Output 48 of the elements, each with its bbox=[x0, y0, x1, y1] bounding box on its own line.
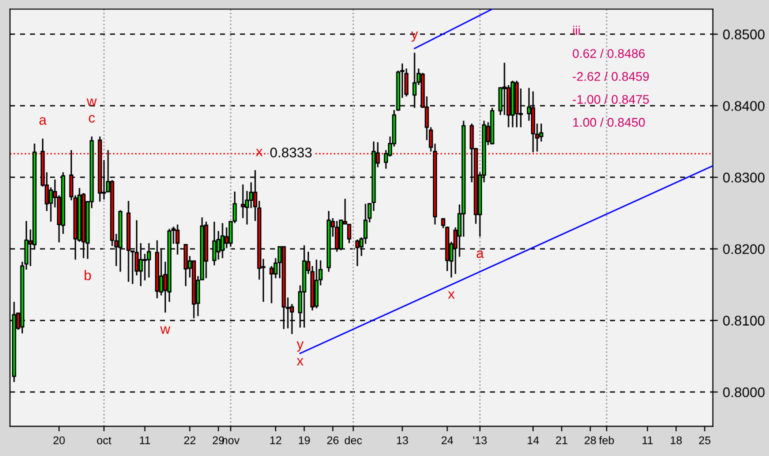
y-tick-label: 0.8100 bbox=[723, 316, 765, 326]
candlestick bbox=[347, 224, 352, 244]
x-tick-label: 22 bbox=[184, 436, 196, 444]
annotation: y bbox=[411, 31, 418, 42]
x-tick-label: 12 bbox=[270, 436, 282, 444]
annotation: x bbox=[296, 358, 304, 366]
candlestick bbox=[269, 265, 274, 304]
y-tick-label: 0.8200 bbox=[723, 244, 765, 254]
annotation: iii bbox=[573, 26, 580, 35]
annotation: x bbox=[256, 148, 263, 156]
candlestick bbox=[404, 68, 408, 98]
candlestick bbox=[175, 224, 180, 256]
x-tick-label: dec bbox=[344, 436, 362, 444]
x-tick-label: '13 bbox=[473, 436, 487, 444]
x-tick-label: 20 bbox=[53, 436, 65, 444]
x-tick-label: 19 bbox=[298, 436, 310, 444]
x-tick-label: 18 bbox=[670, 436, 682, 444]
x-tick-label: 11 bbox=[642, 436, 653, 444]
annotation: w bbox=[86, 98, 97, 106]
annotation: 0.62 / 0.8486 bbox=[572, 48, 645, 58]
y-tick-label: 0.8300 bbox=[723, 172, 765, 182]
x-tick-label: 25 bbox=[699, 436, 710, 444]
annotation: a bbox=[39, 117, 47, 125]
annotation: c bbox=[88, 115, 95, 123]
x-tick-label: 11 bbox=[140, 436, 150, 444]
x-tick-label: nov bbox=[222, 438, 240, 444]
x-tick-label: 26 bbox=[327, 436, 339, 444]
y-tick-label: 0.8400 bbox=[723, 101, 765, 111]
annotation: -2.62 / 0.8459 bbox=[572, 72, 649, 81]
annotation: y bbox=[296, 341, 304, 352]
annotation: 1.00 / 0.8450 bbox=[573, 118, 645, 127]
x-tick-label: 29 bbox=[212, 436, 224, 444]
candlestick bbox=[240, 184, 245, 219]
x-tick-label: 14 bbox=[528, 436, 539, 444]
x-tick-label: feb bbox=[599, 436, 614, 444]
annotation: a bbox=[476, 250, 484, 258]
annotation: w bbox=[160, 326, 170, 334]
x-tick-label: 24 bbox=[442, 436, 454, 444]
annotation: b bbox=[84, 270, 91, 280]
annotation: -1.00 / 0.8475 bbox=[572, 94, 649, 104]
x-tick-label: 13 bbox=[396, 436, 408, 444]
x-tick-label: 28 bbox=[584, 436, 596, 444]
y-tick-label: 0.8500 bbox=[723, 30, 765, 40]
x-tick-label: oct bbox=[97, 436, 112, 444]
x-tick-label: 21 bbox=[556, 436, 568, 444]
annotation: x bbox=[448, 291, 455, 299]
ref-line-label: 0.8333 bbox=[270, 148, 312, 158]
y-tick-label: 0.8000 bbox=[723, 387, 765, 398]
